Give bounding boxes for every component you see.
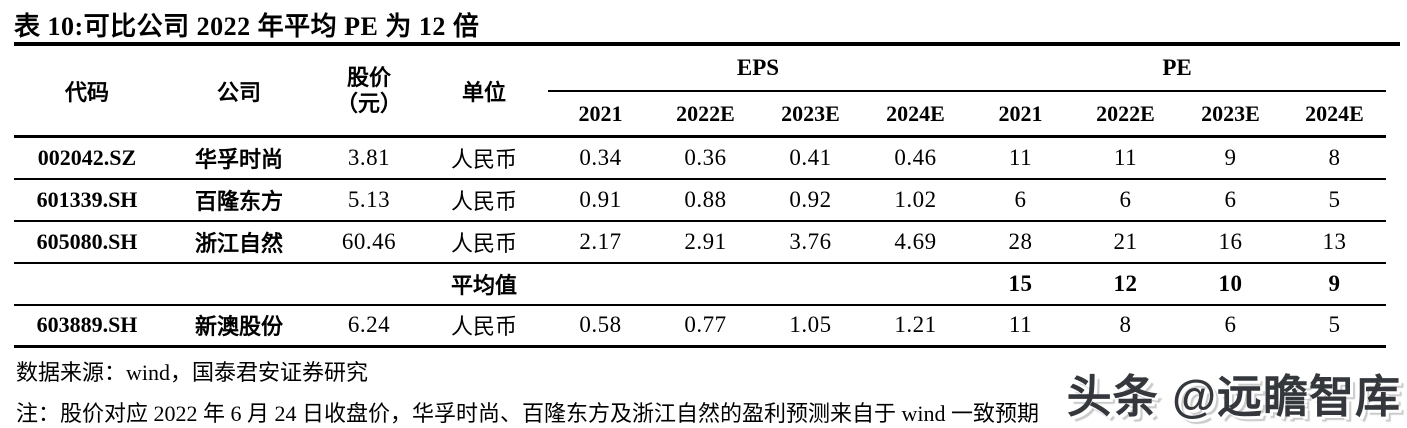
comparable-companies-table: 代码 公司 股价 （元） 单位 EPS PE 2021 2022E 2023E … (14, 46, 1387, 348)
cell-pe-2024e: 5 (1328, 312, 1341, 338)
cell-avg-pe-2024e: 9 (1328, 270, 1341, 296)
cell-pe-2024e: 5 (1328, 186, 1341, 212)
col-header-pe-2022e: 2022E (1073, 91, 1178, 138)
cell-unit: 人民币 (450, 188, 517, 214)
table-row-average: 平均值 15 12 10 9 (14, 262, 1387, 305)
cell-eps-2024e: 4.69 (894, 228, 937, 254)
empty-cell (548, 263, 653, 305)
cell-unit: 人民币 (450, 230, 517, 256)
col-header-eps-2022e: 2022E (653, 91, 758, 138)
cell-company: 新澳股份 (194, 314, 283, 340)
watermark-toutiao: 头条 @远瞻智库 (1066, 371, 1401, 422)
cell-pe-2023e: 9 (1224, 144, 1237, 170)
col-header-eps-2024e: 2024E (863, 91, 968, 138)
price-label-line1: 股价 (346, 65, 391, 91)
empty-cell (14, 263, 160, 305)
empty-cell (318, 263, 420, 305)
cell-eps-2024e: 0.46 (894, 144, 937, 170)
empty-cell (653, 263, 758, 305)
cell-eps-2024e: 1.21 (894, 312, 937, 338)
cell-unit: 人民币 (450, 314, 517, 340)
cell-pe-2022e: 6 (1119, 186, 1132, 212)
cell-eps-2022e: 0.88 (684, 186, 727, 212)
cell-company: 百隆东方 (194, 188, 283, 214)
cell-code: 601339.SH (36, 186, 138, 212)
empty-cell (863, 263, 968, 305)
cell-pe-2023e: 16 (1218, 228, 1243, 254)
header-year-row: 2021 2022E 2023E 2024E 2021 2022E 2023E … (14, 91, 1387, 138)
table-row-xinao: 603889.SH 新澳股份 6.24 人民币 0.58 0.77 1.05 1… (14, 304, 1387, 347)
cell-pe-2021: 11 (1008, 144, 1033, 170)
cell-pe-2022e: 8 (1119, 312, 1132, 338)
col-header-pe-2021: 2021 (968, 91, 1073, 138)
table-row-huafu: 002042.SZ 华孚时尚 3.81 人民币 0.34 0.36 0.41 0… (14, 137, 1386, 179)
cell-eps-2021: 2.17 (579, 228, 622, 254)
cell-eps-2021: 0.91 (579, 186, 622, 212)
cell-code: 603889.SH (36, 312, 138, 338)
col-header-eps-2021: 2021 (548, 91, 653, 138)
cell-eps-2023e: 3.76 (789, 228, 832, 254)
cell-pe-2021: 11 (1008, 312, 1033, 338)
table-row-zhejiang: 605080.SH 浙江自然 60.46 人民币 2.17 2.91 3.76 … (14, 220, 1387, 263)
empty-cell (160, 263, 318, 305)
title-divider (14, 42, 1400, 46)
cell-avg-pe-2022e: 12 (1113, 270, 1138, 296)
cell-eps-2023e: 0.41 (789, 144, 832, 170)
cell-eps-2024e: 1.02 (894, 186, 937, 212)
cell-eps-2022e: 2.91 (684, 228, 727, 254)
header-group-row: 代码 公司 股价 （元） 单位 EPS PE (14, 46, 1387, 138)
col-group-eps: EPS (548, 46, 968, 92)
col-header-eps-2023e: 2023E (758, 91, 863, 138)
cell-pe-2023e: 6 (1224, 312, 1237, 338)
cell-unit: 人民币 (450, 146, 517, 172)
data-source-line: 数据来源：wind，国泰君安证券研究 (16, 360, 369, 385)
cell-price: 3.81 (347, 144, 391, 170)
cell-eps-2021: 0.34 (579, 144, 622, 170)
cell-pe-2023e: 6 (1224, 186, 1237, 212)
col-group-pe: PE (968, 46, 1387, 92)
cell-price: 6.24 (347, 312, 391, 338)
cell-price: 5.13 (347, 186, 391, 212)
table-header: 代码 公司 股价 （元） 单位 EPS PE 2021 2022E 2023E … (14, 46, 1387, 138)
cell-eps-2021: 0.58 (579, 312, 622, 338)
cell-pe-2024e: 8 (1328, 144, 1341, 170)
table-row-bailong: 601339.SH 百隆东方 5.13 人民币 0.91 0.88 0.92 1… (14, 178, 1387, 221)
cell-code: 002042.SZ (37, 144, 137, 170)
footnote-line: 注：股价对应 2022 年 6 月 24 日收盘价，华孚时尚、百隆东方及浙江自然… (16, 401, 1040, 426)
empty-cell (758, 263, 863, 305)
cell-pe-2024e: 13 (1322, 228, 1347, 254)
cell-average-label: 平均值 (450, 272, 517, 298)
cell-avg-pe-2021: 15 (1008, 270, 1033, 296)
cell-price: 60.46 (341, 228, 397, 254)
cell-eps-2023e: 1.05 (789, 312, 832, 338)
cell-code: 605080.SH (36, 228, 138, 254)
cell-company: 浙江自然 (194, 230, 283, 256)
cell-pe-2021: 28 (1008, 228, 1033, 254)
cell-eps-2023e: 0.92 (789, 186, 832, 212)
cell-eps-2022e: 0.36 (684, 144, 727, 170)
col-header-price: 股价 （元） (318, 46, 420, 138)
cell-avg-pe-2023e: 10 (1218, 270, 1243, 296)
col-header-code: 代码 (14, 46, 160, 138)
price-label-line2: （元） (335, 90, 402, 116)
cell-company: 华孚时尚 (194, 146, 283, 172)
col-header-unit: 单位 (420, 46, 548, 138)
table-body: 002042.SZ 华孚时尚 3.81 人民币 0.34 0.36 0.41 0… (14, 137, 1387, 347)
cell-pe-2022e: 11 (1113, 144, 1138, 170)
cell-eps-2022e: 0.77 (684, 312, 727, 338)
cell-pe-2021: 6 (1014, 186, 1027, 212)
col-header-pe-2024e: 2024E (1283, 91, 1387, 138)
col-header-company: 公司 (160, 46, 318, 138)
col-header-pe-2023e: 2023E (1178, 91, 1283, 138)
cell-pe-2022e: 21 (1113, 228, 1138, 254)
page-title: 表 10:可比公司 2022 年平均 PE 为 12 倍 (14, 12, 480, 41)
